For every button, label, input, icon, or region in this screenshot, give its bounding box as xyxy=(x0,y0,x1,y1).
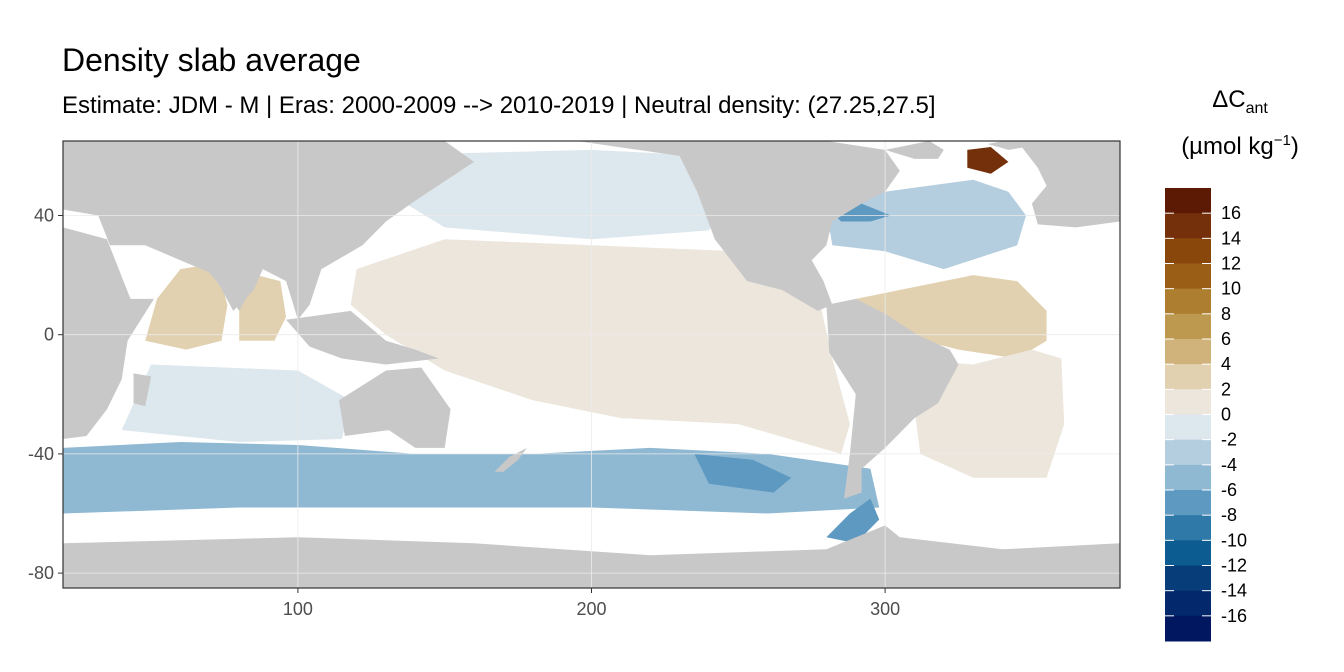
region-south-indian xyxy=(121,364,351,442)
landmass-iceland xyxy=(987,141,1026,150)
ocean-field xyxy=(63,147,1065,544)
legend-swatch xyxy=(1165,490,1211,516)
legend-swatch xyxy=(1165,213,1211,239)
x-tick-label: 100 xyxy=(283,599,313,619)
region-irminger-sea xyxy=(967,147,1009,174)
x-tick-label: 300 xyxy=(870,599,900,619)
legend-swatch xyxy=(1165,288,1211,315)
landmass-asia xyxy=(63,141,475,320)
landmass-europe xyxy=(1017,141,1120,228)
y-tick-label: 0 xyxy=(44,325,54,345)
legend-swatch xyxy=(1165,389,1211,415)
legend-tick-label: 8 xyxy=(1221,304,1231,324)
landmass-australia xyxy=(339,367,451,448)
landmass-india xyxy=(203,266,263,311)
legend-swatch xyxy=(1165,515,1211,541)
region-arabian-sea xyxy=(145,263,228,350)
map-panel xyxy=(63,141,1120,588)
land-mass xyxy=(63,141,1120,588)
region-southern-ocean xyxy=(63,442,880,514)
legend-unit: (µmol kg−1) xyxy=(1181,131,1299,160)
region-north-atlantic xyxy=(826,179,1026,270)
legend-swatch xyxy=(1165,188,1211,214)
chart-subtitle: Estimate: JDM - M | Eras: 2000-2009 --> … xyxy=(62,92,936,119)
legend-symbol: ΔCant xyxy=(1212,86,1268,117)
x-axis: 100 200 300 xyxy=(283,588,900,619)
legend-tick-label: -12 xyxy=(1221,556,1247,576)
legend-swatch xyxy=(1165,540,1211,566)
legend-tick-label: 10 xyxy=(1221,279,1241,299)
chart-title: Density slab average xyxy=(62,42,361,78)
legend-tick-label: 12 xyxy=(1221,254,1241,274)
y-tick-label: -80 xyxy=(28,563,54,583)
y-tick-label: 40 xyxy=(34,206,54,226)
legend-tick-label: -10 xyxy=(1221,530,1247,550)
legend-tick-label: 4 xyxy=(1221,354,1231,374)
x-tick-label: 200 xyxy=(576,599,606,619)
region-weddell-sea xyxy=(826,498,880,544)
region-equatorial-atlantic xyxy=(855,275,1047,359)
legend-tick-label: 2 xyxy=(1221,379,1231,399)
legend-swatch xyxy=(1165,414,1211,441)
legend-tick-label: -16 xyxy=(1221,606,1247,626)
legend-swatch xyxy=(1165,313,1211,340)
legend-swatch xyxy=(1165,263,1211,290)
legend-tick-label: -2 xyxy=(1221,430,1237,450)
landmass-africa xyxy=(63,227,154,439)
region-southeast-pacific xyxy=(694,453,792,493)
landmass-madagascar xyxy=(133,373,152,407)
legend-tick-label: 14 xyxy=(1221,228,1241,248)
y-axis: 40 0 -40 -80 xyxy=(28,206,63,583)
legend-tick-label: 16 xyxy=(1221,203,1241,223)
legend-tick-label: -6 xyxy=(1221,480,1237,500)
legend-swatch xyxy=(1165,565,1211,592)
legend-swatch xyxy=(1165,439,1211,466)
legend-swatch xyxy=(1165,615,1211,642)
legend-swatch xyxy=(1165,238,1211,264)
landmass-south-america xyxy=(826,298,959,499)
legend-swatch xyxy=(1165,464,1211,491)
legend-tick-label: -4 xyxy=(1221,455,1237,475)
legend-tick-label: 0 xyxy=(1221,405,1231,425)
legend-swatch xyxy=(1165,364,1211,390)
legend-title: ΔCant (µmol kg−1) xyxy=(1150,86,1330,161)
landmass-greenland xyxy=(885,141,944,159)
legend-tick-label: -8 xyxy=(1221,505,1237,525)
legend-swatch xyxy=(1165,339,1211,365)
y-tick-label: -40 xyxy=(28,444,54,464)
region-tropical-pacific xyxy=(350,239,850,454)
grid-lines xyxy=(63,141,1120,588)
landmass-maritime-continent xyxy=(286,310,439,365)
legend-swatch xyxy=(1165,590,1211,617)
legend-tick-label: -14 xyxy=(1221,581,1247,601)
legend-colorbar: 16 14 12 10 8 6 4 2 0 -2 -4 -6 -8 -10 -12 -14 -16 xyxy=(1165,188,1247,642)
landmass-north-america xyxy=(576,141,900,311)
legend-tick-label: 6 xyxy=(1221,329,1231,349)
